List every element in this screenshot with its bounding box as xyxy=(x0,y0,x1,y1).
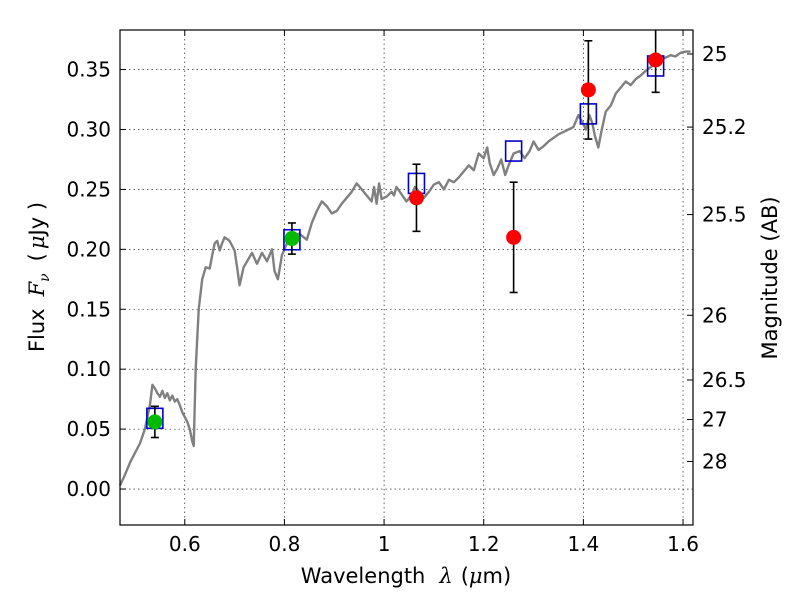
y2-tick-label: 25.2 xyxy=(702,115,747,139)
marker-layer xyxy=(146,30,665,439)
observed-point xyxy=(506,229,522,245)
y-tick-label: 0.20 xyxy=(66,237,111,261)
y-tick-label: 0.35 xyxy=(66,58,111,82)
y2-tick-label: 27 xyxy=(702,408,727,432)
observed-point xyxy=(408,190,424,206)
y2-tick-label: 25 xyxy=(702,42,727,66)
y-tick-label: 0.00 xyxy=(66,477,111,501)
y2-tick-label: 25.5 xyxy=(702,203,747,227)
y-axis-label: FluxFν(μJy ) xyxy=(25,202,53,352)
x-tick-label: 0.8 xyxy=(269,532,301,556)
x-tick-label: 1 xyxy=(378,532,391,556)
y2-tick-label: 26.5 xyxy=(702,368,747,392)
model-square-marker xyxy=(504,140,523,162)
y2-axis-label: Magnitude (AB) xyxy=(758,196,782,359)
ticks: 0.6 0.8 1 1.2 1.4 1.6 0.00 0.05 0.10 0.15 0.20 0.25… xyxy=(66,30,747,556)
y2-tick-label: 26 xyxy=(702,303,727,327)
observed-point xyxy=(580,82,596,98)
observed-point xyxy=(284,231,300,247)
y-tick-label: 0.15 xyxy=(66,297,111,321)
spectrum-layer xyxy=(118,50,691,486)
x-tick-label: 1.2 xyxy=(468,532,500,556)
y2-tick-label: 28 xyxy=(702,449,727,473)
x-tick-label: 1.6 xyxy=(667,532,699,556)
observed-point xyxy=(648,52,664,68)
y-tick-label: 0.05 xyxy=(66,417,111,441)
plot-frame xyxy=(119,29,694,526)
y-tick-label: 0.25 xyxy=(66,177,111,201)
observed-point xyxy=(147,414,163,430)
y-tick-label: 0.30 xyxy=(66,117,111,141)
x-tick-label: 0.6 xyxy=(169,532,201,556)
spectrum-line xyxy=(118,50,691,486)
x-tick-label: 1.4 xyxy=(567,532,599,556)
y-tick-label: 0.10 xyxy=(66,357,111,381)
grid xyxy=(120,30,693,525)
x-axis-label: Wavelength λ (μm) xyxy=(301,564,511,588)
